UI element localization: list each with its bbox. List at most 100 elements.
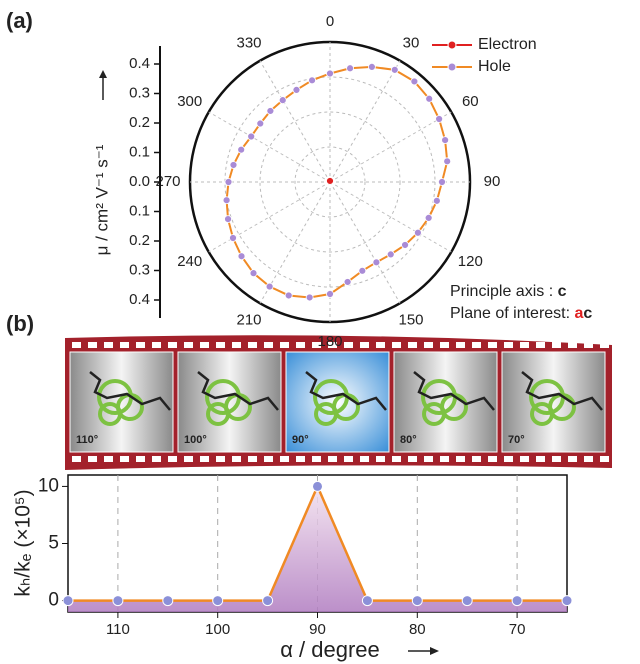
marker [247,132,256,141]
annotation-value: c [558,283,567,300]
film-hole [584,342,593,348]
film-frame [501,351,606,453]
x-tick-label: 90 [309,621,326,638]
film-hole [104,342,113,348]
film-hole [424,456,433,462]
film-hole [376,456,385,462]
film-hole [408,342,417,348]
grid-spoke [208,111,331,183]
marker [390,65,399,74]
angle-tick-label: 270 [155,173,180,190]
marker [308,76,316,85]
x-tick-label: 80 [409,621,426,638]
frame-label: 70° [508,434,525,446]
x-tick-label: 110 [106,621,130,638]
grid-spoke [259,181,331,304]
angle-tick-label: 150 [398,312,423,329]
marker [410,77,419,86]
film-hole [440,456,449,462]
annotation-value: c [583,305,592,322]
film-hole [392,342,401,348]
film-hole [152,456,161,462]
film-hole [296,342,305,348]
film-hole [328,342,337,348]
marker [461,595,473,607]
film-hole [232,342,241,348]
annotation-label: Plane of interest: [450,305,575,322]
film-frame [177,351,282,453]
film-hole [280,456,289,462]
film-hole [568,342,577,348]
film-hole [488,342,497,348]
marker [326,177,334,185]
film-hole [536,456,545,462]
marker [424,214,433,222]
y-axis-label: kₕ/kₑ (×10⁵) [12,489,35,596]
angle-tick-label: 60 [462,93,479,110]
film-hole [152,342,161,348]
angle-tick-label: 240 [177,253,202,270]
grid-spoke [329,181,401,304]
marker [305,293,314,302]
molecule [521,371,603,411]
legend-marker [447,62,457,72]
film-hole [184,342,193,348]
film-hole [600,342,609,348]
film-hole [328,456,337,462]
frame-label: 80° [400,434,417,446]
marker [266,107,275,115]
grid-spoke [329,181,452,253]
marker [62,595,74,607]
angle-tick-label: 330 [236,34,261,51]
film-hole [264,456,273,462]
film-hole [280,342,289,348]
marker [561,595,573,607]
molecule [305,371,387,411]
angle-tick-label: 210 [236,312,261,329]
film-hole [200,456,209,462]
film-hole [520,456,529,462]
polar-plot: 0 30 60 90 120 150 180 210 240 270 300 330 0.0 0.1 0.1… [92,13,536,350]
r-tick-label: 0.1 [129,143,150,160]
marker [443,157,452,166]
marker [343,278,352,286]
angle-tick-label: 120 [458,253,483,270]
x-axis-label: α / degree [280,637,380,662]
marker [372,258,381,267]
annotation-text: Plane of interest: ac [450,305,592,322]
r-tick-label: 0.4 [129,55,150,72]
angle-tick-label: 90 [484,173,501,190]
film-hole [312,456,321,462]
legend-label: Hole [478,58,511,75]
axis-arrow [99,70,107,100]
r-axis-label: μ / cm² V⁻¹ s⁻¹ [92,144,111,255]
film-hole [360,456,369,462]
film-hole [568,456,577,462]
grid-spoke [329,111,452,183]
marker [256,119,265,128]
area [68,486,567,612]
marker [249,269,258,278]
angle-tick-label: 180 [317,333,342,350]
marker [229,161,238,169]
film-hole [344,456,353,462]
annotation-value: a [575,305,584,322]
film-hole [264,342,273,348]
marker [425,94,434,103]
angle-tick-label: 300 [177,93,202,110]
grid-spoke [259,60,331,183]
r-tick-label: 0.4 [129,291,150,308]
marker [441,136,450,145]
film-hole [88,456,97,462]
film-hole [248,456,257,462]
marker [432,196,441,205]
molecule [530,402,554,426]
molecule [413,371,495,411]
molecule [98,402,122,426]
film-hole [216,342,225,348]
frame-label: 110° [76,434,98,446]
film-hole [72,342,81,348]
panel-label: (b) [6,311,34,336]
marker [284,291,293,300]
marker [278,96,287,105]
